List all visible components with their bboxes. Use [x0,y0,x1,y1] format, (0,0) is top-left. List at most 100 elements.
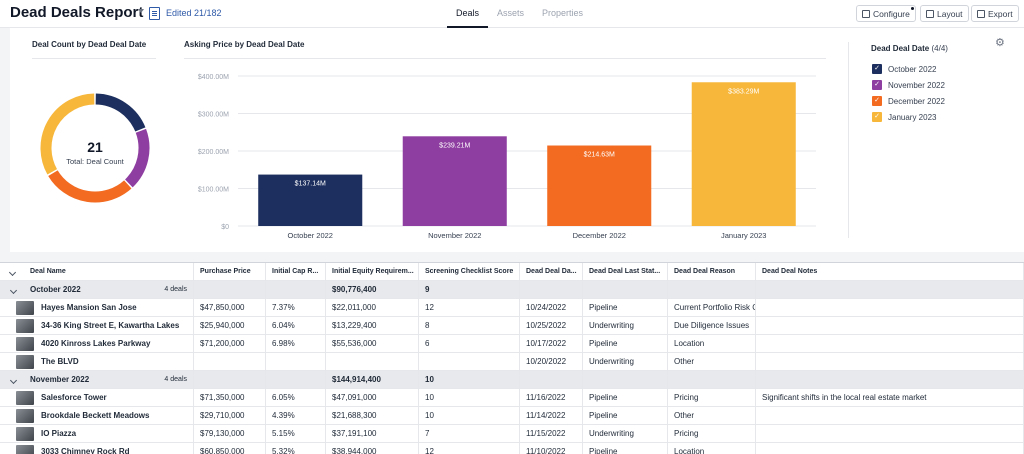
bar[interactable] [258,174,363,226]
col-notes-header[interactable]: Dead Deal Notes [756,263,1024,281]
col-notes [756,353,1024,371]
empty-cell [756,281,1024,299]
property-thumbnail [16,391,34,405]
table-row[interactable]: Hayes Mansion San Jose $47,850,000 7.37% $2… [0,299,1024,317]
property-thumbnail [16,409,34,423]
layout-button[interactable]: Layout [920,5,969,22]
col-reason: Other [668,353,756,371]
table-row[interactable]: The BLVD 10/20/2022 Underwriting Other [0,353,1024,371]
group-row[interactable]: October 2022 4 deals $90,776,400 9 [0,281,1024,299]
legend-count: (4/4) [931,44,948,53]
donut-total: 21 [87,139,103,155]
col-score: 8 [419,317,520,335]
tab-properties[interactable]: Properties [542,8,584,18]
col-reason-header[interactable]: Dead Deal Reason [668,263,756,281]
edit-history-icon[interactable] [149,7,160,20]
empty-cell [583,281,668,299]
checkbox-icon[interactable]: ✓ [872,96,882,106]
col-deal-name[interactable]: Hayes Mansion San Jose [0,299,194,317]
col-score: 7 [419,425,520,443]
checkbox-icon[interactable]: ✓ [872,80,882,90]
top-bar: Dead Deals Report Edited 21/182 Deals As… [0,0,1024,28]
col-deal-name[interactable]: Salesforce Tower [0,389,194,407]
group-count: 4 deals [164,286,187,293]
bar[interactable] [402,136,507,226]
col-score-header[interactable]: Screening Checklist Score [419,263,520,281]
y-tick-label: $100.00M [198,187,229,194]
property-thumbnail [16,427,34,441]
col-deal-name-header[interactable]: Deal Name [0,263,194,281]
checkbox-icon[interactable]: ✓ [872,64,882,74]
x-tick-label: December 2022 [573,231,626,240]
donut-slice[interactable] [48,170,132,203]
checkbox-icon[interactable]: ✓ [872,112,882,122]
col-score: 12 [419,443,520,454]
col-reason: Location [668,335,756,353]
empty-cell [668,371,756,389]
bar[interactable] [547,145,652,226]
group-row[interactable]: November 2022 4 deals $144,914,400 10 [0,371,1024,389]
legend-item[interactable]: ✓ October 2022 [872,64,936,74]
legend-item[interactable]: ✓ November 2022 [872,80,945,90]
col-equity: $47,091,000 [326,389,419,407]
title-dropdown-icon[interactable] [138,9,144,13]
edited-status[interactable]: Edited 21/182 [166,8,222,18]
table-row[interactable]: Salesforce Tower $71,350,000 6.05% $47,091,… [0,389,1024,407]
donut-slice[interactable] [95,93,146,132]
donut-chart[interactable] [30,83,160,213]
col-equity [326,353,419,371]
col-purchase-price: $29,710,000 [194,407,266,425]
col-dead-date: 11/15/2022 [520,425,583,443]
col-score: 10 [419,407,520,425]
col-last-status: Pipeline [583,299,668,317]
col-last-status-header[interactable]: Dead Deal Last Stat... [583,263,668,281]
col-last-status: Pipeline [583,335,668,353]
col-dead-date: 10/17/2022 [520,335,583,353]
col-deal-name[interactable]: Brookdale Beckett Meadows [0,407,194,425]
group-equity-total: $90,776,400 [326,281,419,299]
property-thumbnail [16,445,34,454]
col-cap-rate: 7.37% [266,299,326,317]
col-deal-name[interactable]: 34-36 King Street E, Kawartha Lakes [0,317,194,335]
col-deal-name[interactable]: 4020 Kinross Lakes Parkway [0,335,194,353]
empty-cell [668,281,756,299]
col-score: 12 [419,299,520,317]
tab-deals[interactable]: Deals [447,0,489,28]
col-purchase-price: $47,850,000 [194,299,266,317]
col-purchase-price: $71,200,000 [194,335,266,353]
legend-item[interactable]: ✓ December 2022 [872,96,945,106]
col-purchase-price-header[interactable]: Purchase Price [194,263,266,281]
table-row[interactable]: IO Piazza $79,130,000 5.15% $37,191,100 7 11/… [0,425,1024,443]
bar[interactable] [691,82,796,226]
col-equity: $13,229,400 [326,317,419,335]
table-row[interactable]: 4020 Kinross Lakes Parkway $71,200,000 6.9… [0,335,1024,353]
tab-bar: Deals Assets Properties [447,0,592,28]
legend-item[interactable]: ✓ January 2023 [872,112,936,122]
col-dead-date-header[interactable]: Dead Deal Da... [520,263,583,281]
bar-chart: $0 $100.00M $200.00M $300.00M $400.00M $137.1… [198,74,816,240]
col-deal-name[interactable]: The BLVD [0,353,194,371]
table-row[interactable]: Brookdale Beckett Meadows $29,710,000 4.39… [0,407,1024,425]
bar-data-label: $137.14M [295,181,326,188]
bar-data-label: $383.29M [728,88,759,95]
divider [184,58,826,59]
export-button[interactable]: Export [971,5,1019,22]
col-last-status: Underwriting [583,353,668,371]
tab-assets[interactable]: Assets [497,8,525,18]
report-title[interactable]: Dead Deals Report [10,4,144,21]
legend-label: November 2022 [888,80,945,90]
donut-title: Deal Count by Dead Deal Date [32,40,147,49]
gear-icon[interactable]: ⚙ [995,37,1005,49]
group-name: November 2022 4 deals [0,371,194,389]
col-deal-name[interactable]: 3033 Chimney Rock Rd [0,443,194,454]
donut-slice[interactable] [124,128,150,188]
col-cap-rate-header[interactable]: Initial Cap R... [266,263,326,281]
table-row[interactable]: 3033 Chimney Rock Rd $60,850,000 5.32% $38,… [0,443,1024,454]
col-equity-header[interactable]: Initial Equity Requirem... [326,263,419,281]
table-row[interactable]: 34-36 King Street E, Kawartha Lakes $25,9… [0,317,1024,335]
empty-cell [194,281,266,299]
col-deal-name[interactable]: IO Piazza [0,425,194,443]
legend-label: January 2023 [888,112,937,122]
donut-slice[interactable] [40,93,95,175]
configure-button[interactable]: Configure [856,5,916,22]
